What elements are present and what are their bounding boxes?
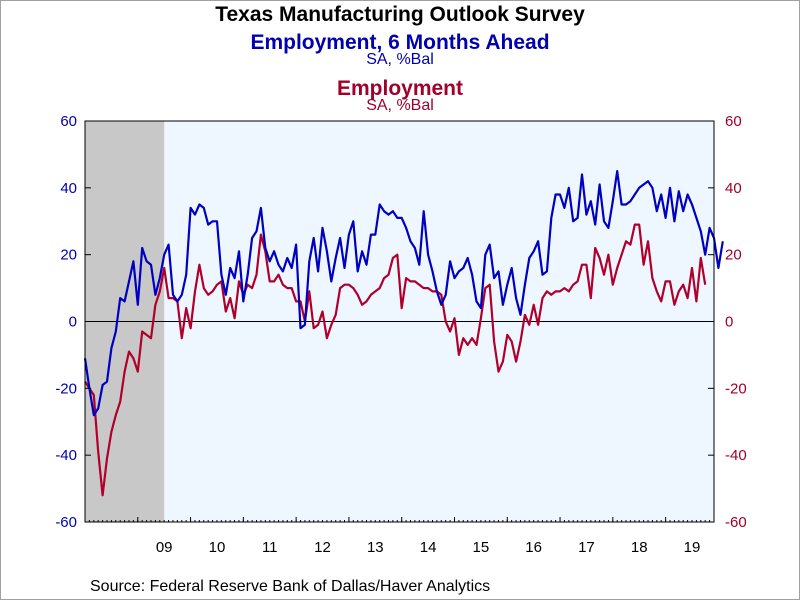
right-axis-tick-label: 60 (725, 113, 742, 130)
right-axis-tick-label: -40 (725, 447, 747, 464)
x-axis-tick-label: 17 (578, 539, 595, 556)
source-note: Source: Federal Reserve Bank of Dallas/H… (90, 578, 491, 595)
chart-title: Texas Manufacturing Outlook Survey (215, 3, 585, 26)
right-axis-tick-label: 0 (725, 314, 733, 331)
left-axis-tick-label: 0 (69, 314, 77, 331)
x-axis-tick-label: 14 (420, 539, 437, 556)
left-axis-tick-label: 20 (60, 247, 77, 264)
right-axis-tick-label: -60 (725, 514, 747, 531)
left-series-subtitle: SA, %Bal (366, 51, 434, 68)
left-series-title: Employment, 6 Months Ahead (250, 31, 550, 54)
left-axis-tick-label: -60 (55, 514, 77, 531)
x-axis-tick-label: 11 (262, 539, 278, 556)
right-series-subtitle: SA, %Bal (366, 97, 434, 114)
right-axis-tick-label: -20 (725, 380, 747, 397)
x-axis-tick-label: 15 (473, 539, 490, 556)
left-axis-tick-label: 40 (60, 180, 77, 197)
right-axis-tick-label: 40 (725, 180, 742, 197)
x-axis-tick-label: 16 (525, 539, 542, 556)
x-axis-tick-label: 12 (314, 539, 331, 556)
right-series-title: Employment (336, 77, 464, 100)
x-axis-tick-label: 19 (684, 539, 701, 556)
series-line-employment (84, 223, 707, 497)
left-axis-tick-label: 60 (60, 113, 77, 130)
series-line-employment-6-months-ahead (83, 170, 724, 417)
left-axis-tick-label: -20 (55, 380, 77, 397)
x-axis-tick-label: 10 (209, 539, 226, 556)
x-axis-tick-label: 13 (367, 539, 384, 556)
left-axis-tick-label: -40 (55, 447, 77, 464)
x-axis-tick-label: 18 (631, 539, 648, 556)
x-axis-tick-label: 09 (156, 539, 173, 556)
right-axis-tick-label: 20 (725, 247, 742, 264)
